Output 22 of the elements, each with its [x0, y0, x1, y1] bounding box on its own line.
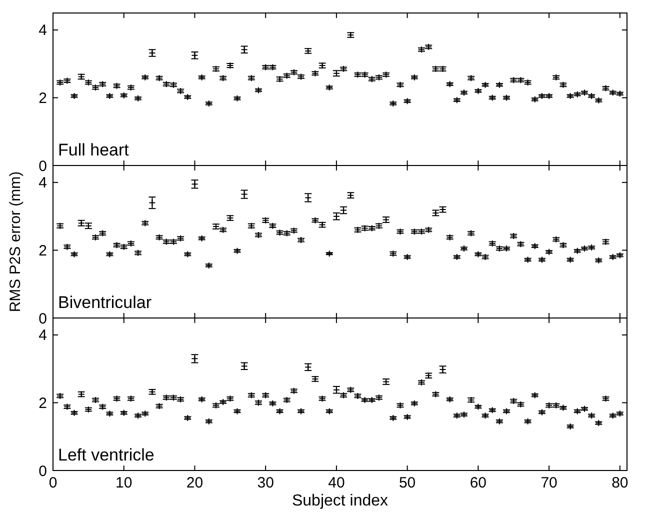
- y-tick-label: 4: [38, 327, 47, 344]
- x-tick-label: 30: [257, 474, 274, 492]
- x-tick-label: 80: [612, 474, 628, 492]
- y-axis-title: RMS P2S error (mm): [7, 171, 24, 312]
- y-tick-label: 4: [38, 174, 47, 192]
- text: Full heart: [58, 140, 130, 160]
- x-axis-title: Subject index: [292, 492, 388, 510]
- x-tick-label: 20: [186, 474, 204, 492]
- x-tick-label: 50: [398, 474, 416, 492]
- x-tick-label: 70: [540, 474, 558, 492]
- y-tick-label: 2: [38, 242, 47, 260]
- text: Left ventricle: [58, 446, 154, 464]
- y-tick-label: 0: [38, 158, 47, 175]
- x-tick-label: 10: [116, 474, 132, 492]
- y-tick-label: 2: [38, 394, 47, 412]
- y-tick-label: 2: [38, 90, 47, 107]
- x-tick-label: 60: [470, 474, 487, 492]
- y-tick-label: 4: [38, 22, 47, 40]
- y-tick-label: 0: [38, 310, 47, 328]
- y-tick-label: 0: [38, 462, 47, 480]
- text: Biventricular: [58, 293, 152, 312]
- x-tick-label: 40: [328, 474, 345, 492]
